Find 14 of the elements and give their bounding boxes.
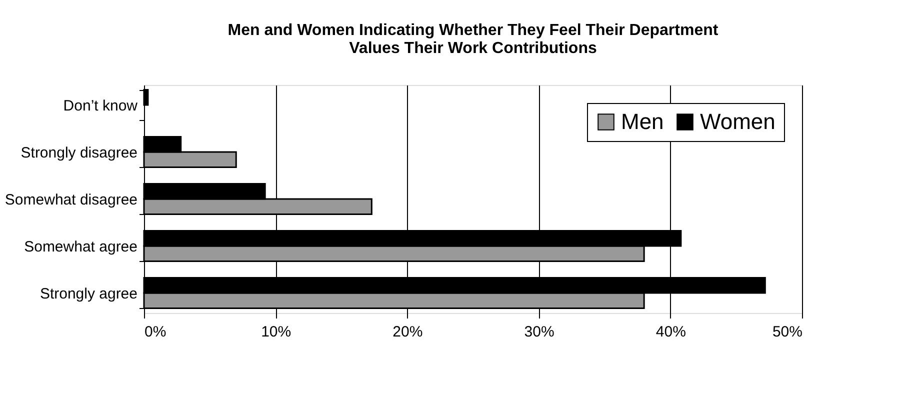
x-tick-label: 30% xyxy=(524,324,554,340)
x-tick-label: 40% xyxy=(656,324,686,340)
y-tick-label: Don’t know xyxy=(63,97,138,114)
legend-label: Women xyxy=(700,109,776,134)
x-tick-label: 0% xyxy=(144,324,166,340)
legend-label: Men xyxy=(621,109,664,134)
y-tick-label: Strongly disagree xyxy=(20,144,138,162)
y-tick-label: Somewhat disagree xyxy=(4,192,138,208)
x-tick-label: 20% xyxy=(392,324,423,340)
y-tick-label: Somewhat agree xyxy=(24,238,138,256)
x-tick-label: 50% xyxy=(772,324,802,340)
chart-title: Men and Women Indicating Whether They Feel Their Department Values Their Work Contributions xyxy=(228,22,719,57)
y-tick-label: Strongly agree xyxy=(40,286,138,303)
x-tick-label: 10% xyxy=(261,324,292,340)
